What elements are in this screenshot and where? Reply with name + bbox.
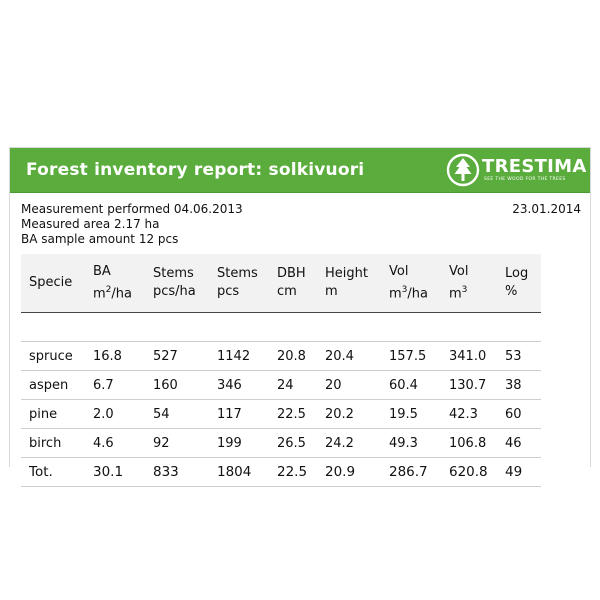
table-header-row: Specie BA m2/ha Stems pcs/ha Stems pcs DBH c… [21, 254, 541, 313]
table-row-spruce: spruce 16.8 527 1142 20.8 20.4 157.5 341… [21, 341, 541, 371]
table-row-total: Tot. 30.1 833 1804 22.5 20.9 286.7 620.8… [21, 457, 541, 487]
cell-vol: 42.3 [441, 399, 497, 429]
table-row-pine: pine 2.0 54 117 22.5 20.2 19.5 42.3 60 [21, 399, 541, 429]
column-header-height: Height m [317, 254, 381, 313]
cell-height: 20 [317, 370, 381, 400]
cell-ba: 4.6 [85, 428, 145, 458]
logo-wordmark: TRESTIMA [482, 156, 587, 177]
measured-area: Measured area 2.17 ha [21, 217, 160, 231]
cell-specie: spruce [21, 341, 85, 371]
cell-total-log: 49 [497, 457, 541, 487]
cell-total-dbh: 22.5 [269, 457, 317, 487]
cell-stems-per-ha: 527 [145, 341, 209, 371]
table-row-aspen: aspen 6.7 160 346 24 20 60.4 130.7 38 [21, 370, 541, 400]
cell-vol-per-ha: 19.5 [381, 399, 441, 429]
column-header-dbh: DBH cm [269, 254, 317, 313]
column-header-specie: Specie [21, 254, 85, 313]
cell-stems: 199 [209, 428, 269, 458]
cell-log: 60 [497, 399, 541, 429]
table-spacer [21, 312, 541, 342]
cell-total-height: 20.9 [317, 457, 381, 487]
cell-height: 20.2 [317, 399, 381, 429]
cell-vol: 130.7 [441, 370, 497, 400]
column-header-stems-per-ha: Stems pcs/ha [145, 254, 209, 313]
cell-stems: 117 [209, 399, 269, 429]
cell-ba: 2.0 [85, 399, 145, 429]
cell-log: 53 [497, 341, 541, 371]
cell-log: 46 [497, 428, 541, 458]
cell-vol-per-ha: 49.3 [381, 428, 441, 458]
column-header-vol-per-ha: Vol m3/ha [381, 254, 441, 313]
cell-total-label: Tot. [21, 457, 85, 487]
cell-total-ba: 30.1 [85, 457, 145, 487]
column-header-ba: BA m2/ha [85, 254, 145, 313]
cell-vol-per-ha: 60.4 [381, 370, 441, 400]
cell-dbh: 26.5 [269, 428, 317, 458]
report-date: 23.01.2014 [512, 202, 581, 216]
measurement-date: Measurement performed 04.06.2013 [21, 202, 243, 216]
column-header-stems: Stems pcs [209, 254, 269, 313]
cell-height: 20.4 [317, 341, 381, 371]
table-row-birch: birch 4.6 92 199 26.5 24.2 49.3 106.8 46 [21, 428, 541, 458]
cell-specie: pine [21, 399, 85, 429]
cell-total-stems: 1804 [209, 457, 269, 487]
cell-dbh: 22.5 [269, 399, 317, 429]
cell-specie: birch [21, 428, 85, 458]
cell-specie: aspen [21, 370, 85, 400]
cell-stems-per-ha: 54 [145, 399, 209, 429]
measurement-info: Measurement performed 04.06.2013 Measure… [21, 202, 243, 247]
report-title: Forest inventory report: solkivuori [26, 160, 365, 180]
cell-ba: 16.8 [85, 341, 145, 371]
inventory-table: Specie BA m2/ha Stems pcs/ha Stems pcs DBH c… [21, 254, 541, 487]
column-header-vol: Vol m3 [441, 254, 497, 313]
cell-stems-per-ha: 92 [145, 428, 209, 458]
cell-dbh: 24 [269, 370, 317, 400]
ba-sample-amount: BA sample amount 12 pcs [21, 232, 179, 246]
cell-total-vol: 620.8 [441, 457, 497, 487]
cell-ba: 6.7 [85, 370, 145, 400]
cell-stems-per-ha: 160 [145, 370, 209, 400]
cell-stems: 1142 [209, 341, 269, 371]
report-header: Forest inventory report: solkivuori TRES… [10, 148, 590, 193]
cell-height: 24.2 [317, 428, 381, 458]
cell-vol-per-ha: 157.5 [381, 341, 441, 371]
trestima-logo: TRESTIMA SEE THE WOOD FOR THE TREES [446, 152, 586, 188]
cell-dbh: 20.8 [269, 341, 317, 371]
cell-vol: 341.0 [441, 341, 497, 371]
cell-stems: 346 [209, 370, 269, 400]
tree-logo-icon [446, 153, 480, 187]
column-header-log: Log% [497, 254, 541, 313]
report-panel: Forest inventory report: solkivuori TRES… [9, 147, 591, 487]
cell-vol: 106.8 [441, 428, 497, 458]
cell-log: 38 [497, 370, 541, 400]
cell-total-stems-per-ha: 833 [145, 457, 209, 487]
logo-tagline: SEE THE WOOD FOR THE TREES [484, 177, 566, 182]
cell-total-vol-per-ha: 286.7 [381, 457, 441, 487]
